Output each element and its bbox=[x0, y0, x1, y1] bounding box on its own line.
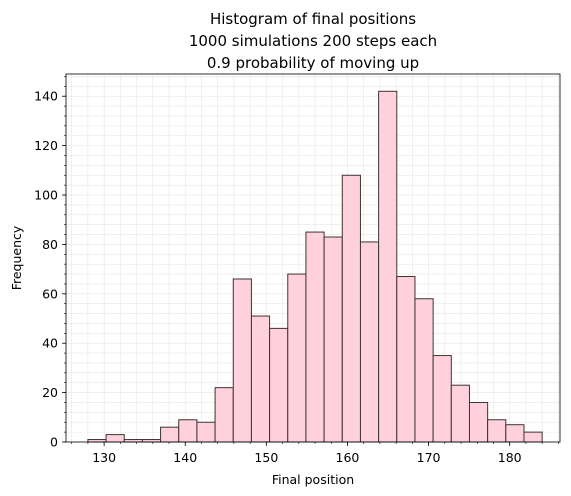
x-tick-label: 150 bbox=[254, 450, 278, 465]
x-tick-label: 140 bbox=[173, 450, 197, 465]
x-axis: 130 140 150 160 170 180 bbox=[71, 442, 559, 465]
histogram-bar bbox=[414, 298, 434, 443]
title-line-3: 0.9 probability of moving up bbox=[207, 54, 419, 72]
y-tick-label: 40 bbox=[42, 336, 58, 351]
y-tick-label: 60 bbox=[42, 286, 58, 301]
histogram-bar bbox=[287, 273, 307, 443]
histogram-bar bbox=[196, 421, 216, 443]
histogram-bar bbox=[396, 276, 416, 443]
y-tick-label: 80 bbox=[42, 237, 58, 252]
histogram-bar bbox=[341, 174, 361, 443]
histogram-bar bbox=[359, 241, 380, 443]
histogram-bar bbox=[378, 90, 398, 443]
y-axis: 0 20 40 60 80 100 120 140 bbox=[34, 76, 66, 450]
x-tick-label: 180 bbox=[498, 450, 522, 465]
y-tick-label: 20 bbox=[42, 385, 58, 400]
histogram-bar bbox=[250, 315, 271, 443]
histogram-bar bbox=[305, 231, 325, 443]
plot-frame bbox=[65, 73, 561, 443]
histogram-bar bbox=[214, 387, 234, 443]
y-tick-label: 0 bbox=[50, 435, 58, 450]
histogram-bar bbox=[432, 355, 452, 443]
x-axis-label: Final position bbox=[272, 472, 354, 487]
y-tick-label: 100 bbox=[34, 188, 58, 203]
histogram-bar bbox=[468, 401, 489, 443]
y-tick-label: 140 bbox=[34, 89, 58, 104]
title-line-2: 1000 simulations 200 steps each bbox=[189, 32, 437, 50]
y-axis-label: Frequency bbox=[9, 225, 24, 290]
bars bbox=[87, 90, 543, 443]
histogram-bar bbox=[487, 419, 507, 443]
x-tick-label: 160 bbox=[336, 450, 360, 465]
histogram-bar bbox=[178, 419, 198, 443]
y-tick-label: 120 bbox=[34, 138, 58, 153]
histogram-bar bbox=[523, 431, 543, 443]
title-line-1: Histogram of final positions bbox=[210, 10, 416, 28]
histogram-bar bbox=[323, 236, 343, 443]
histogram-bar bbox=[232, 278, 252, 443]
chart-title: Histogram of final positions 1000 simula… bbox=[189, 10, 437, 72]
histogram-bar bbox=[105, 434, 125, 443]
histogram-bar bbox=[505, 424, 525, 443]
histogram-bar bbox=[160, 426, 180, 443]
histogram-bar bbox=[269, 327, 289, 443]
x-tick-label: 130 bbox=[92, 450, 116, 465]
histogram-bar bbox=[450, 384, 470, 443]
x-tick-label: 170 bbox=[417, 450, 441, 465]
